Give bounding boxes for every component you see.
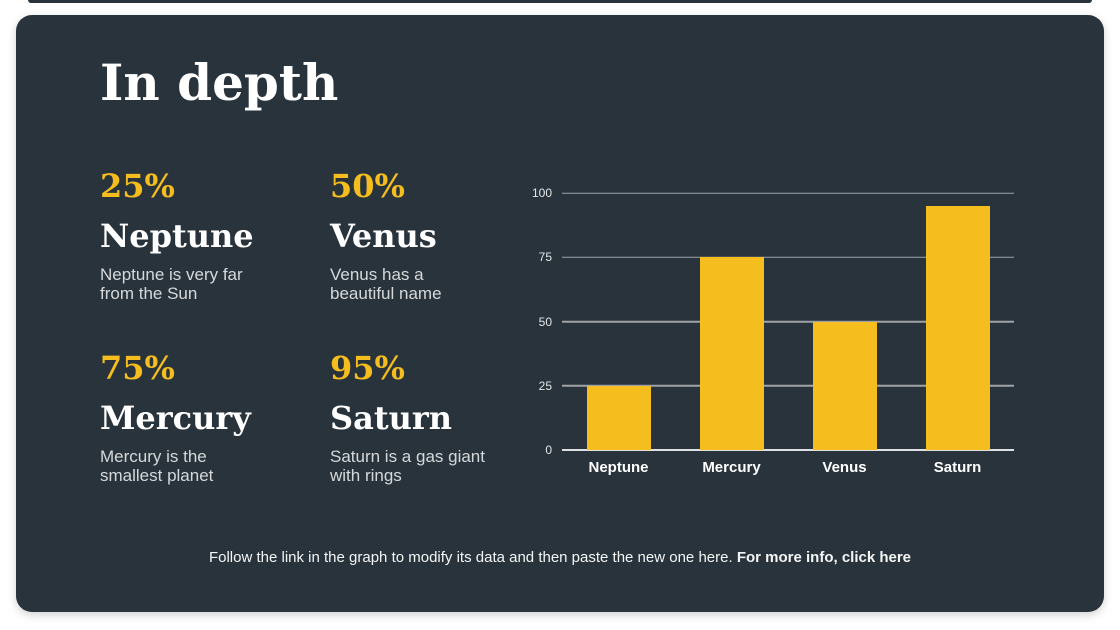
bar-chart: Neptune Mercury Venus Saturn 0 25 50 75 100 <box>496 175 1056 495</box>
stat-name: Mercury <box>100 399 251 437</box>
x-tick-label-saturn: Saturn <box>933 459 982 476</box>
y-tick-label-25: 25 <box>538 378 552 393</box>
gridline-50 <box>562 320 1014 323</box>
stat-description: Mercury is the smallest planet <box>100 447 214 485</box>
y-tick-label-100: 100 <box>531 186 552 200</box>
x-tick-label-mercury: Mercury <box>702 459 761 476</box>
stat-percent: 50% <box>330 167 405 205</box>
y-tick-label-50: 50 <box>538 314 552 329</box>
chart-x-axis-labels: Neptune Mercury Venus Saturn <box>562 450 1014 476</box>
stat-percent: 75% <box>100 349 175 387</box>
stat-name: Venus <box>330 217 437 255</box>
previous-slide-edge <box>28 0 1092 3</box>
bar-venus <box>812 321 877 450</box>
bar-mercury <box>699 257 764 450</box>
bar-slot <box>901 193 1014 450</box>
y-tick-label-0: 0 <box>545 443 552 457</box>
stat-description: Neptune is very far from the Sun <box>100 265 243 303</box>
stat-percent: 25% <box>100 167 175 205</box>
chart-plot-area: Neptune Mercury Venus Saturn 0 25 50 75 100 <box>532 187 1014 476</box>
bar-saturn <box>925 205 990 450</box>
bar-neptune <box>586 385 651 450</box>
gridline-0 <box>562 449 1014 451</box>
stat-name: Neptune <box>100 217 254 255</box>
chart-bars <box>562 193 1014 450</box>
stat-percent: 95% <box>330 349 405 387</box>
stat-block-saturn: 95% Saturn Saturn is a gas giant with ri… <box>330 349 560 485</box>
stat-block-venus: 50% Venus Venus has a beautiful name <box>330 167 560 303</box>
stat-name: Saturn <box>330 399 453 437</box>
stat-block-mercury: 75% Mercury Mercury is the smallest plan… <box>100 349 330 485</box>
stat-description: Venus has a beautiful name <box>330 265 442 303</box>
footer-text: Follow the link in the graph to modify i… <box>208 549 733 566</box>
slide-card: In depth 25% Neptune Neptune is very far… <box>16 15 1104 612</box>
x-tick-label-venus: Venus <box>822 459 867 476</box>
y-tick-label-75: 75 <box>538 250 552 265</box>
gridline-75 <box>562 256 1014 258</box>
footer-note: Follow the link in the graph to modify i… <box>16 549 1104 566</box>
x-tick-label-neptune: Neptune <box>588 459 649 476</box>
stat-description: Saturn is a gas giant with rings <box>330 447 485 485</box>
bar-slot <box>788 193 901 450</box>
gridline-25 <box>562 385 1014 387</box>
bar-slot <box>675 193 788 450</box>
footer-click-here-link[interactable]: For more info, click here <box>736 549 912 566</box>
stats-grid: 25% Neptune Neptune is very far from the… <box>100 167 560 485</box>
stat-block-neptune: 25% Neptune Neptune is very far from the… <box>100 167 330 303</box>
gridline-100 <box>562 192 1014 194</box>
bar-slot <box>562 193 675 450</box>
page-title: In depth <box>100 53 339 112</box>
